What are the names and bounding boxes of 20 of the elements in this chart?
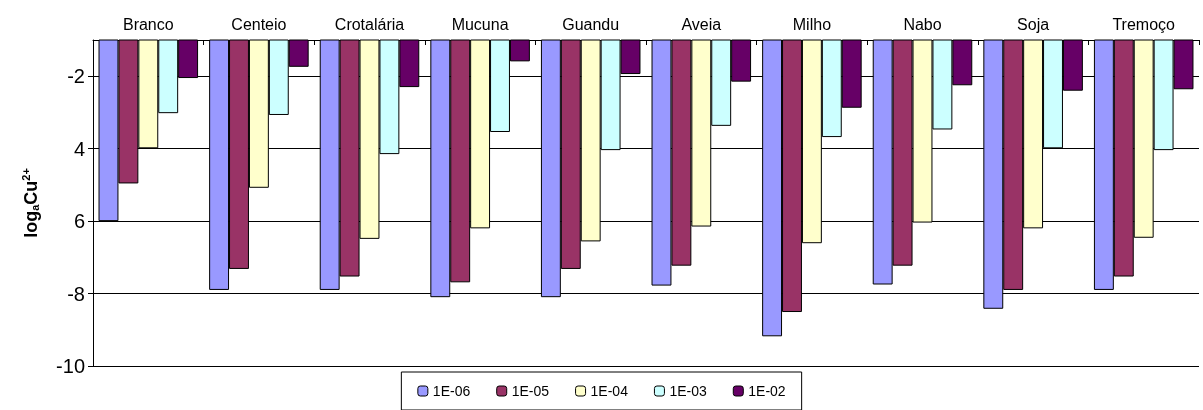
x-tick-label: Milho (792, 15, 832, 33)
y-tick-label: -10 (56, 355, 85, 377)
y-tick-label: 4 (73, 137, 85, 160)
x-tick-label: Mucuna (451, 15, 509, 33)
x-tick-label: Aveia (681, 15, 722, 33)
y-tick-label: -2 (67, 65, 85, 88)
legend-label: 1E-04 (590, 383, 629, 399)
x-tick-label: Soja (1017, 15, 1050, 33)
x-tick-label: Centeio (231, 15, 287, 33)
legend-label: 1E-06 (432, 383, 471, 399)
x-tick-label: Tremoço (1112, 15, 1176, 33)
y-tick-label: 6 (73, 210, 85, 233)
x-tick-label: Crotalária (334, 15, 405, 33)
x-tick-label: Nabo (903, 15, 942, 33)
legend-label: 1E-02 (748, 383, 786, 399)
legend-label: 1E-05 (511, 383, 550, 399)
x-tick-label: Branco (122, 15, 174, 33)
y-tick-label: -8 (67, 282, 85, 305)
x-tick-label: Guandu (562, 15, 620, 33)
legend-label: 1E-03 (669, 383, 707, 399)
